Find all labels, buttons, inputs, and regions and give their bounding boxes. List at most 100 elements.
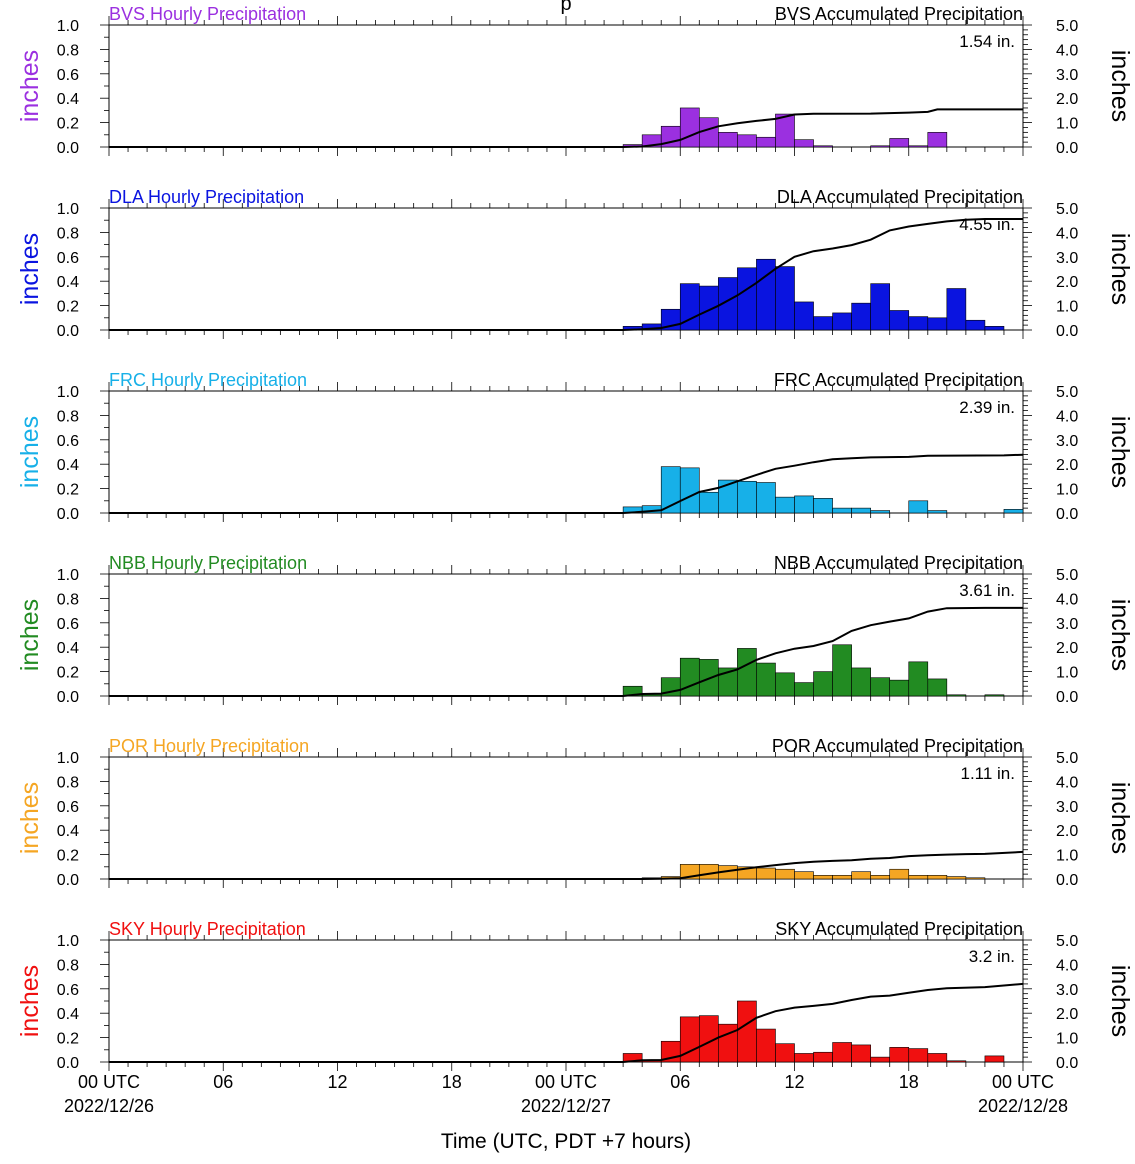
right-y-tick-label: 3.0 bbox=[1056, 67, 1078, 84]
right-y-tick-label: 2.0 bbox=[1056, 91, 1078, 108]
x-tick-label: 00 UTC bbox=[535, 1072, 597, 1092]
hourly-bar bbox=[908, 145, 929, 148]
left-y-axis-title: inches bbox=[16, 599, 44, 671]
left-y-tick-label: 0.8 bbox=[57, 957, 79, 974]
left-y-tick-label: 0.0 bbox=[57, 506, 79, 523]
hourly-bar bbox=[984, 326, 1005, 331]
left-y-tick-label: 0.4 bbox=[57, 1006, 79, 1023]
accumulated-title: SKY Accumulated Precipitation bbox=[775, 919, 1023, 939]
hourly-bar bbox=[775, 868, 795, 880]
hourly-bar bbox=[870, 1056, 891, 1063]
right-y-tick-label: 2.0 bbox=[1056, 457, 1078, 474]
right-y-tick-label: 0.0 bbox=[1056, 323, 1078, 340]
hourly-bar bbox=[794, 495, 814, 514]
right-y-tick-label: 1.0 bbox=[1056, 665, 1078, 682]
hourly-bar bbox=[718, 1023, 738, 1063]
left-y-axis-title: inches bbox=[16, 782, 44, 854]
hourly-bar bbox=[775, 266, 795, 331]
left-y-tick-label: 0.4 bbox=[57, 91, 79, 108]
hourly-bar bbox=[832, 507, 852, 514]
right-y-tick-label: 2.0 bbox=[1056, 640, 1078, 657]
hourly-bar bbox=[813, 671, 833, 697]
right-y-tick-label: 5.0 bbox=[1056, 18, 1078, 35]
right-y-axis-title: inches bbox=[1106, 599, 1134, 671]
left-y-axis-title: inches bbox=[16, 965, 44, 1037]
left-y-tick-label: 0.2 bbox=[57, 299, 79, 316]
right-y-axis-title: inches bbox=[1106, 782, 1134, 854]
right-y-tick-label: 0.0 bbox=[1056, 1055, 1078, 1072]
total-label: 3.61 in. bbox=[959, 581, 1015, 600]
hourly-bar bbox=[775, 1043, 795, 1063]
hourly-bar bbox=[832, 1042, 852, 1063]
hourly-title: DLA Hourly Precipitation bbox=[109, 187, 304, 207]
left-y-tick-label: 0.0 bbox=[57, 323, 79, 340]
hourly-bar bbox=[794, 682, 814, 697]
accumulated-title: POR Accumulated Precipitation bbox=[772, 736, 1023, 756]
left-y-tick-label: 1.0 bbox=[57, 384, 79, 401]
hourly-bar bbox=[775, 113, 795, 148]
right-y-tick-label: 0.0 bbox=[1056, 140, 1078, 157]
hourly-bar bbox=[832, 312, 852, 331]
x-tick-date-label: 2022/12/26 bbox=[64, 1096, 154, 1116]
hourly-bar bbox=[946, 1060, 967, 1063]
x-tick-label: 12 bbox=[327, 1072, 347, 1092]
hourly-bar bbox=[698, 491, 719, 514]
right-y-tick-label: 4.0 bbox=[1056, 957, 1078, 974]
panels: 0.0 0.2 0.4 0.6 0.8 1.0 0.0 1.0 2.0 3.0 4.0 5.0 BVS … bbox=[16, 4, 1134, 1072]
left-y-tick-label: 0.6 bbox=[57, 982, 79, 999]
left-y-tick-label: 0.0 bbox=[57, 140, 79, 157]
hourly-bar bbox=[737, 134, 757, 148]
right-y-axis-title: inches bbox=[1106, 233, 1134, 305]
left-y-tick-label: 0.6 bbox=[57, 433, 79, 450]
x-tick-label: 12 bbox=[784, 1072, 804, 1092]
panel-dla: 0.0 0.2 0.4 0.6 0.8 1.0 0.0 1.0 2.0 3.0 4.0 5.0 DLA … bbox=[16, 187, 1134, 340]
hourly-title: BVS Hourly Precipitation bbox=[109, 4, 306, 24]
right-y-tick-label: 1.0 bbox=[1056, 1031, 1078, 1048]
hourly-bar bbox=[927, 678, 948, 697]
hourly-bar bbox=[870, 283, 891, 331]
hourly-bar bbox=[698, 117, 719, 148]
left-y-tick-label: 0.8 bbox=[57, 225, 79, 242]
hourly-bar bbox=[813, 145, 833, 148]
left-y-tick-label: 0.2 bbox=[57, 482, 79, 499]
hourly-bar bbox=[756, 136, 776, 148]
hourly-bar bbox=[813, 498, 833, 514]
plot-frame bbox=[108, 390, 1024, 514]
left-y-axis-title: inches bbox=[16, 50, 44, 122]
right-y-tick-label: 4.0 bbox=[1056, 42, 1078, 59]
hourly-bar bbox=[756, 482, 776, 514]
panel-sky: 0.0 0.2 0.4 0.6 0.8 1.0 0.0 1.0 2.0 3.0 4.0 5.0 SKY … bbox=[16, 919, 1134, 1072]
hourly-bar bbox=[679, 657, 700, 697]
hourly-bar bbox=[756, 867, 776, 880]
accumulated-title: FRC Accumulated Precipitation bbox=[774, 370, 1023, 390]
hourly-bar bbox=[984, 694, 1005, 697]
right-y-tick-label: 3.0 bbox=[1056, 799, 1078, 816]
hourly-bar bbox=[679, 107, 700, 148]
right-y-tick-label: 4.0 bbox=[1056, 591, 1078, 608]
right-y-tick-label: 5.0 bbox=[1056, 201, 1078, 218]
hourly-bar bbox=[832, 644, 852, 697]
left-y-tick-label: 0.8 bbox=[57, 774, 79, 791]
hourly-bar bbox=[737, 480, 757, 514]
hourly-title: POR Hourly Precipitation bbox=[109, 736, 309, 756]
hourly-bar bbox=[813, 316, 833, 331]
hourly-bar bbox=[794, 139, 814, 148]
hourly-bar bbox=[946, 694, 967, 697]
hourly-bar bbox=[870, 677, 891, 697]
hourly-bar bbox=[737, 267, 757, 331]
hourly-bar bbox=[756, 662, 776, 697]
right-y-axis-title: inches bbox=[1106, 50, 1134, 122]
partial-title: p bbox=[560, 0, 571, 15]
hourly-bar bbox=[679, 467, 700, 514]
x-axis-title: Time (UTC, PDT +7 hours) bbox=[441, 1130, 691, 1153]
hourly-bar bbox=[965, 319, 986, 331]
hourly-bar bbox=[870, 145, 891, 148]
left-y-tick-label: 0.6 bbox=[57, 799, 79, 816]
left-y-tick-label: 0.2 bbox=[57, 116, 79, 133]
accumulated-line bbox=[109, 606, 1023, 697]
left-y-tick-label: 0.0 bbox=[57, 689, 79, 706]
left-y-tick-label: 0.2 bbox=[57, 665, 79, 682]
hourly-bar bbox=[851, 667, 871, 697]
hourly-bar bbox=[851, 302, 871, 331]
total-label: 1.11 in. bbox=[960, 764, 1015, 783]
